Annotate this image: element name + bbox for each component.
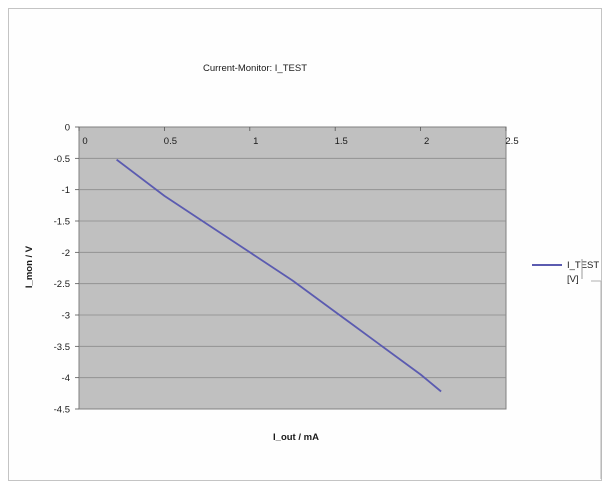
y-tick-label: -0.5 (54, 154, 70, 165)
chart-frame: Current-Monitor: I_TEST 0 0.5 1 1.5 2 2.5 0 -0… (8, 8, 602, 481)
plot-layer (78, 126, 507, 410)
y-tick-label: -2 (62, 248, 70, 259)
y-axis-title: I_mon / V (24, 245, 35, 288)
y-tick-label: -1 (62, 185, 70, 196)
panel-edge (581, 259, 602, 479)
chart-svg: Current-Monitor: I_TEST 0 0.5 1 1.5 2 2.5 0 -0… (24, 63, 602, 479)
legend-label-line2: [V] (567, 274, 579, 285)
y-tick-label: -2.5 (54, 279, 70, 290)
y-tick-label: -3.5 (54, 342, 70, 353)
x-tick-label: 2.5 (505, 136, 518, 147)
x-tick-labels: 0 0.5 1 1.5 2 2.5 (78, 127, 519, 147)
plot-area (78, 126, 507, 410)
x-axis-title: I_out / mA (273, 432, 319, 443)
y-tick-labels: 0 -0.5 -1 -1.5 -2 -2.5 -3 -3.5 -4 -4.5 (54, 123, 70, 416)
series-line (116, 158, 442, 393)
y-tick-label: -4.5 (54, 405, 70, 416)
legend: I_TEST [V] (532, 260, 599, 285)
series-layer (116, 158, 442, 393)
x-tick-label: 1 (253, 136, 258, 147)
x-tick-label: 1.5 (335, 136, 348, 147)
y-tick-label: -4 (62, 373, 70, 384)
chart-title: Current-Monitor: I_TEST (203, 63, 307, 74)
y-tick-label: -1.5 (54, 217, 70, 228)
grid-layer (75, 126, 506, 410)
y-tick-label: 0 (65, 123, 70, 134)
legend-label-line1: I_TEST (567, 260, 599, 271)
y-tick-label: -3 (62, 311, 70, 322)
x-tick-label: 2 (424, 136, 429, 147)
x-tick-label: 0.5 (164, 136, 177, 147)
x-tick-label: 0 (82, 136, 87, 147)
